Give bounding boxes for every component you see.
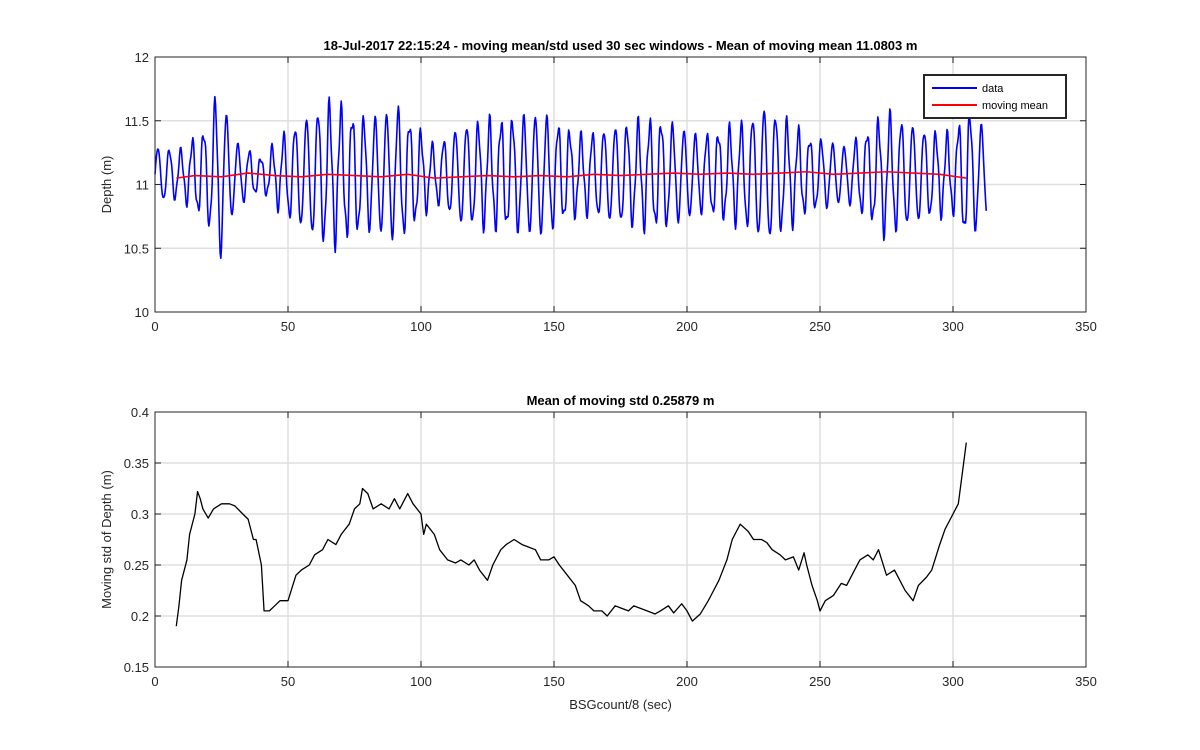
std-plot-area (155, 412, 1086, 667)
x-tick-label: 200 (676, 674, 698, 689)
y-tick-label: 10 (135, 305, 149, 320)
y-tick-label: 0.25 (124, 558, 149, 573)
x-tick-label: 100 (410, 319, 432, 334)
std-grid (155, 412, 1086, 667)
depth-axes: 0 50 100 150 200 250 300 350 10 10.5 11 11.5 12 18-J… (99, 38, 1097, 334)
depth-y-axis-label: Depth (m) (99, 156, 114, 214)
std-series (175, 442, 967, 627)
x-tick-label: 150 (543, 319, 565, 334)
series-line-moving-std (175, 442, 967, 627)
y-tick-label: 0.2 (131, 609, 149, 624)
depth-series (154, 95, 988, 260)
x-tick-label: 250 (809, 674, 831, 689)
y-tick-label: 0.3 (131, 507, 149, 522)
x-tick-label: 100 (410, 674, 432, 689)
x-tick-label: 200 (676, 319, 698, 334)
std-axes: 0 50 100 150 200 250 300 350 0.15 0.2 0.25 0.3 0.35 0… (99, 393, 1097, 712)
legend-label-moving-mean: moving mean (982, 100, 1048, 112)
x-tick-label: 0 (151, 674, 158, 689)
std-axes-frame (154, 411, 1087, 668)
y-tick-label: 10.5 (124, 241, 149, 256)
y-tick-label: 0.4 (131, 405, 149, 420)
depth-chart-title: 18-Jul-2017 22:15:24 - moving mean/std u… (324, 38, 918, 53)
y-tick-label: 12 (135, 50, 149, 65)
x-tick-label: 300 (942, 319, 964, 334)
x-tick-label: 0 (151, 319, 158, 334)
y-tick-label: 11.5 (125, 114, 149, 129)
std-ticks: 0 50 100 150 200 250 300 350 0.15 0.2 0.25 0.3 0.35 0… (124, 405, 1097, 689)
legend-box (923, 74, 1067, 119)
x-tick-label: 350 (1075, 674, 1097, 689)
x-tick-label: 250 (809, 319, 831, 334)
x-tick-label: 50 (281, 674, 295, 689)
y-tick-label: 0.35 (124, 456, 149, 471)
legend-label-data: data (982, 83, 1004, 95)
std-y-axis-label: Moving std of Depth (m) (99, 470, 114, 609)
y-tick-label: 0.15 (124, 660, 149, 675)
depth-ticks: 0 50 100 150 200 250 300 350 10 10.5 11 11.5 12 (124, 50, 1097, 334)
x-tick-label: 150 (543, 674, 565, 689)
std-x-axis-label: BSGcount/8 (sec) (569, 697, 672, 712)
std-chart-title: Mean of moving std 0.25879 m (527, 393, 715, 408)
x-tick-label: 300 (942, 674, 964, 689)
series-line-data (154, 95, 988, 260)
y-tick-label: 11 (136, 178, 150, 193)
series-line-moving-mean (176, 170, 967, 179)
x-tick-label: 350 (1075, 319, 1097, 334)
depth-legend: data moving mean (923, 74, 1067, 119)
x-tick-label: 50 (281, 319, 295, 334)
